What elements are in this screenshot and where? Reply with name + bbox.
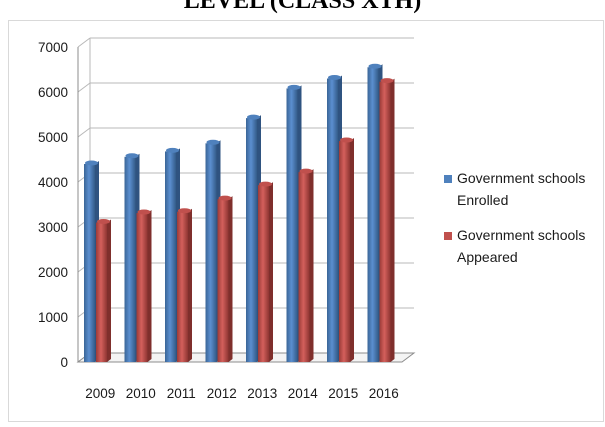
bar-appeared-2015 bbox=[339, 141, 350, 362]
bar-side-appeared-2013 bbox=[269, 182, 273, 362]
legend-swatch-1 bbox=[444, 232, 452, 240]
bar-enrolled-2010 bbox=[124, 156, 136, 362]
chart-title: LEVEL (CLASS XTH) bbox=[183, 0, 422, 14]
chart-frame bbox=[8, 20, 604, 422]
y-tick-label: 5000 bbox=[38, 130, 68, 145]
y-tick-label: 2000 bbox=[38, 265, 68, 280]
bar-side-appeared-2010 bbox=[147, 210, 152, 362]
y-tick-label: 3000 bbox=[38, 220, 68, 235]
bar-top-appeared-2015 bbox=[340, 137, 353, 143]
legend-label-0-1: Enrolled bbox=[457, 192, 508, 208]
bar-top-enrolled-2010 bbox=[125, 153, 139, 159]
bar-top-appeared-2012 bbox=[218, 195, 232, 201]
bar-top-enrolled-2014 bbox=[287, 84, 301, 90]
bar-top-enrolled-2011 bbox=[166, 147, 179, 153]
y-tick-label: 6000 bbox=[38, 85, 68, 100]
bar-enrolled-2009 bbox=[84, 164, 95, 362]
bar-appeared-2014 bbox=[298, 172, 310, 362]
x-tick-label: 2011 bbox=[167, 386, 196, 401]
bar-top-enrolled-2009 bbox=[85, 160, 98, 166]
bar-appeared-2016 bbox=[379, 81, 391, 363]
gridline-depth bbox=[77, 37, 91, 48]
x-tick-label: 2010 bbox=[126, 386, 156, 401]
bar-appeared-2011 bbox=[177, 211, 188, 362]
x-tick-label: 2012 bbox=[207, 386, 237, 401]
legend-swatch-0 bbox=[444, 175, 452, 183]
x-tick-label: 2016 bbox=[369, 386, 399, 401]
bar-appeared-2013 bbox=[258, 185, 269, 362]
bar-side-appeared-2012 bbox=[228, 196, 233, 362]
x-tick-label: 2009 bbox=[85, 386, 115, 401]
bar-side-appeared-2011 bbox=[188, 208, 192, 362]
bar-appeared-2009 bbox=[96, 222, 107, 362]
bar-side-appeared-2009 bbox=[107, 219, 111, 362]
bar-top-appeared-2016 bbox=[380, 78, 394, 84]
gridline-depth bbox=[77, 82, 91, 93]
bar-top-appeared-2011 bbox=[178, 208, 191, 214]
bar-side-appeared-2014 bbox=[309, 169, 314, 362]
bar-top-appeared-2010 bbox=[137, 209, 151, 215]
bar-top-appeared-2009 bbox=[97, 219, 110, 224]
bar-top-enrolled-2015 bbox=[328, 75, 341, 80]
legend: Government schools Enrolled Government sch… bbox=[444, 170, 585, 265]
bar-enrolled-2011 bbox=[165, 151, 176, 362]
bar-enrolled-2015 bbox=[327, 78, 338, 362]
bar-enrolled-2012 bbox=[205, 143, 217, 362]
bar-side-appeared-2016 bbox=[390, 78, 395, 363]
bar-side-appeared-2015 bbox=[350, 138, 354, 362]
bar-top-appeared-2013 bbox=[259, 181, 272, 187]
y-tick-label: 4000 bbox=[38, 175, 68, 190]
legend-label-0-0: Government schools bbox=[457, 170, 585, 186]
bar-top-appeared-2014 bbox=[299, 168, 313, 174]
legend-label-1-0: Government schools bbox=[457, 227, 585, 243]
plot-area: 0 1000 2000 3000 4000 5000 6000 7000 2009 2010 201… bbox=[38, 37, 416, 401]
gridline-depth bbox=[77, 127, 91, 138]
bar-top-enrolled-2016 bbox=[368, 63, 382, 69]
y-tick-label: 1000 bbox=[38, 310, 68, 325]
bar-enrolled-2013 bbox=[246, 118, 257, 362]
bar-appeared-2012 bbox=[217, 199, 229, 362]
legend-label-1-1: Appeared bbox=[457, 249, 518, 265]
bar-appeared-2010 bbox=[136, 213, 148, 362]
x-tick-label: 2013 bbox=[247, 386, 277, 401]
bar-top-enrolled-2012 bbox=[206, 139, 220, 145]
x-tick-label: 2015 bbox=[328, 386, 358, 401]
bar-top-enrolled-2013 bbox=[247, 114, 260, 120]
y-tick-label: 7000 bbox=[38, 40, 68, 55]
y-tick-label: 0 bbox=[60, 355, 68, 370]
bar-enrolled-2016 bbox=[367, 67, 379, 362]
bar-enrolled-2014 bbox=[286, 88, 298, 363]
x-tick-label: 2014 bbox=[288, 386, 319, 401]
